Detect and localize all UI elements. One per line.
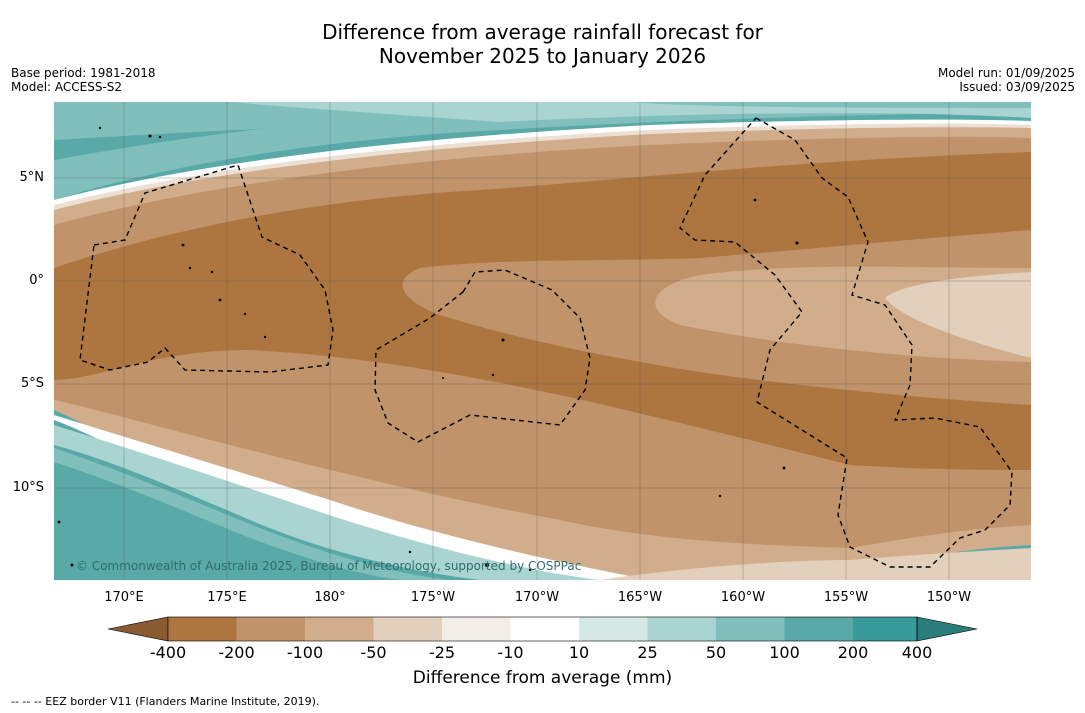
colorbar-label: -100 — [286, 643, 324, 662]
colorbar-high-extend — [916, 616, 978, 642]
copyright-text: © Commonwealth of Australia 2025, Bureau… — [76, 559, 581, 573]
eez-border-tuvalu — [79, 164, 334, 373]
neutral-band-north — [54, 119, 1031, 205]
colorbar-label: -200 — [218, 643, 255, 662]
colorbar-label: 10 — [568, 643, 590, 662]
model-run: Model run: 01/09/2025 — [937, 66, 1075, 80]
x-tick-label: 150°W — [926, 590, 972, 605]
x-tick-label: 160°W — [720, 590, 766, 605]
colorbar-swatch-11 — [853, 617, 917, 641]
eez-footnote: -- -- -- EEZ border V11 (Flanders Marine… — [11, 695, 320, 708]
colorbar-label: 400 — [901, 643, 933, 662]
colorbar-label: -400 — [149, 643, 187, 662]
x-tick-label: 170°W — [514, 590, 560, 605]
title-line-1: Difference from average rainfall forecas… — [322, 20, 763, 44]
eez-borders — [79, 117, 1013, 568]
y-tick-label: 5°N — [19, 170, 45, 185]
colorbar — [107, 616, 978, 642]
x-tick-label: 180° — [314, 590, 346, 605]
y-tick-label: 10°S — [12, 480, 44, 495]
map-title: Difference from average rainfall forecas… — [0, 20, 1085, 68]
colorbar-swatch-6 — [510, 617, 579, 641]
colorbar-swatch-5 — [442, 617, 511, 641]
graticule — [54, 102, 1031, 580]
x-tick-label: 165°W — [617, 590, 663, 605]
model-name: Model: ACCESS-S2 — [11, 80, 123, 94]
wet-band-north-1 — [54, 102, 1031, 140]
colorbar-label: -10 — [497, 643, 524, 662]
colorbar-title: Difference from average (mm) — [412, 668, 673, 688]
colorbar-swatch-4 — [373, 617, 442, 641]
wet-band-south-3 — [54, 462, 400, 580]
colorbar-label: 25 — [637, 643, 658, 662]
x-tick-label: 155°W — [823, 590, 869, 605]
colorbar-swatch-8 — [647, 617, 716, 641]
y-tick-label: 5°S — [20, 376, 44, 391]
colorbar-label: -50 — [360, 643, 387, 662]
wet-band-north-2 — [54, 102, 1031, 200]
colorbar-label: -25 — [428, 643, 456, 662]
wet-band-north-3 — [230, 102, 1031, 122]
colorbar-frame — [167, 616, 918, 642]
title-line-2: November 2025 to January 2026 — [378, 44, 707, 68]
metadata-left: Base period: 1981-2018 Model: ACCESS-S2 — [11, 66, 156, 94]
colorbar-swatch-7 — [579, 617, 648, 641]
dry-tongue-25 — [885, 272, 1031, 358]
issued-date: Issued: 03/09/2025 — [959, 80, 1075, 94]
colorbar-label: 50 — [705, 643, 727, 662]
colorbar-swatch-10 — [784, 617, 853, 641]
x-tick-label: 175°W — [410, 590, 456, 605]
colorbar-swatch-3 — [305, 617, 374, 641]
islands — [57, 126, 799, 572]
base-period: Base period: 1981-2018 — [11, 66, 156, 80]
y-tick-label: 0° — [29, 273, 44, 288]
colorbar-label: 200 — [837, 643, 869, 662]
eez-border-kiribati-east — [679, 117, 1013, 568]
colorbar-low-extend — [107, 616, 169, 642]
colorbar-swatch-2 — [236, 617, 305, 641]
colorbar-label: 100 — [769, 643, 800, 662]
eez-border-tokelau — [374, 269, 591, 443]
x-tick-label: 170°E — [104, 590, 144, 605]
metadata-right: Model run: 01/09/2025 Issued: 03/09/2025 — [938, 66, 1075, 94]
rainfall-map: © Commonwealth of Australia 2025, Bureau… — [54, 102, 1031, 580]
x-tick-label: 175°E — [207, 590, 247, 605]
colorbar-swatch-9 — [716, 617, 785, 641]
colorbar-swatch-1 — [168, 617, 237, 641]
light-band-south-east — [600, 548, 1031, 580]
